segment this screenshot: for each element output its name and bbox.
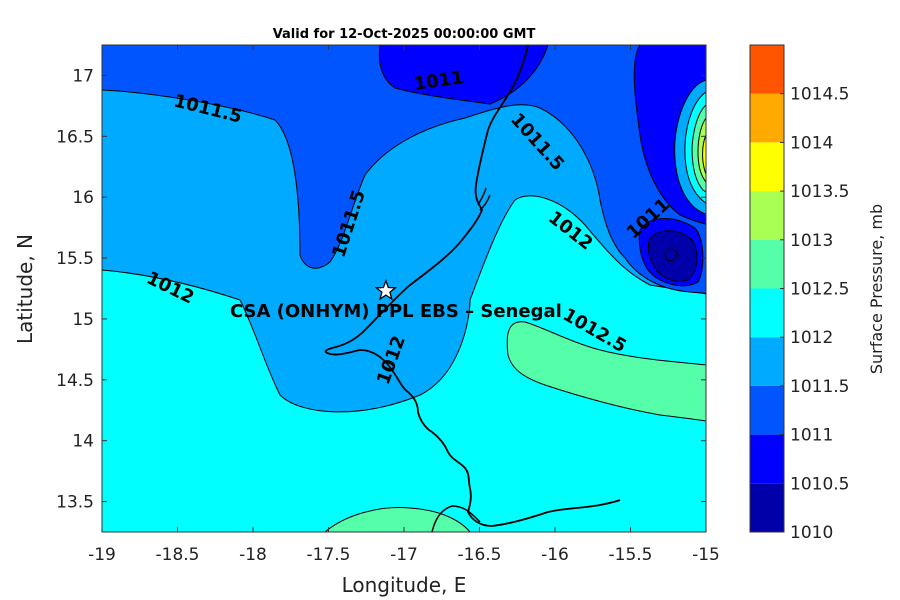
- y-tick-label: 16: [72, 188, 94, 208]
- x-tick-label: -15.5: [609, 545, 653, 565]
- colorbar-tick-label: 1013.5: [790, 182, 849, 202]
- y-tick-label: 15: [72, 310, 94, 330]
- colorbar-swatch: [750, 288, 784, 338]
- contour-fill-1012-5-east: [506, 321, 706, 422]
- contour-map: [102, 45, 706, 532]
- colorbar-tick-label: 1010: [790, 523, 833, 543]
- coastline-detail: [477, 187, 491, 211]
- x-tick-label: -18.5: [156, 545, 200, 565]
- colorbar-label: Surface Pressure, mb: [867, 204, 886, 374]
- colorbar-tick-label: 1010.5: [790, 474, 849, 494]
- contour-low-center: [664, 248, 678, 262]
- site-label: CSA (ONHYM) PPL EBS – Senegal: [230, 301, 562, 322]
- x-tick-label: -16.5: [458, 545, 502, 565]
- colorbar-tick-label: 1011: [790, 426, 833, 446]
- river-mouth: [431, 505, 481, 532]
- colorbar-swatch: [750, 93, 784, 143]
- x-axis-ticks: -19 -18.5 -18 -17.5 -17 -16.5 -16 -15.5 -15: [88, 45, 720, 565]
- contour-fill-1012: [102, 195, 706, 532]
- coastline: [324, 45, 621, 527]
- colorbar-swatch: [750, 434, 784, 484]
- y-tick-label: 14.5: [56, 371, 94, 391]
- star-icon: [374, 279, 398, 301]
- colorbar-tick-label: 1014.5: [790, 85, 849, 105]
- x-tick-label: -17.5: [307, 545, 351, 565]
- y-tick-label: 14: [72, 432, 94, 452]
- y-tick-label: 13.5: [56, 493, 94, 513]
- site-marker-group: CSA (ONHYM) PPL EBS – Senegal: [230, 279, 562, 322]
- y-tick-label: 16.5: [56, 127, 94, 147]
- colorbar-swatch: [750, 142, 784, 192]
- colorbar-tick-label: 1011.5: [790, 377, 849, 397]
- x-tick-label: -15: [692, 545, 720, 565]
- colorbar-swatch: [750, 483, 784, 532]
- x-tick-label: -18: [239, 545, 267, 565]
- x-tick-label: -19: [88, 545, 116, 565]
- colorbar-swatch: [750, 45, 784, 94]
- y-axis-ticks: 13.5 14 14.5 15 15.5 16 16.5 17: [56, 66, 706, 513]
- colorbar-swatch: [750, 239, 784, 289]
- contour-fill-1011-top: [378, 45, 549, 105]
- contour-fill-1011-north: [102, 45, 706, 294]
- x-tick-label: -16: [541, 545, 569, 565]
- colorbar-tick-label: 1012: [790, 328, 833, 348]
- y-tick-label: 17: [72, 66, 94, 86]
- y-tick-label: 15.5: [56, 249, 94, 269]
- contour-fill-1010-east: [647, 230, 698, 282]
- colorbar-tick-label: 1014: [790, 133, 833, 153]
- x-axis-label: Longitude, E: [342, 573, 467, 597]
- colorbar-swatch: [750, 337, 784, 386]
- contour-fill-1013-5-east-edge: [702, 134, 706, 175]
- colorbar-tick-label: 1012.5: [790, 280, 849, 300]
- colorbar-tick-label: 1013: [790, 231, 833, 251]
- y-axis-label: Latitude, N: [13, 234, 37, 344]
- x-tick-label: -17: [390, 545, 418, 565]
- colorbar-swatch: [750, 385, 784, 435]
- map-title: Valid for 12-Oct-2025 00:00:00 GMT: [273, 27, 536, 42]
- colorbar-swatch: [750, 191, 784, 240]
- colorbar: 1010 1010.5 1011 1011.5 1012 1012.5 1013 1013.5…: [749, 44, 849, 543]
